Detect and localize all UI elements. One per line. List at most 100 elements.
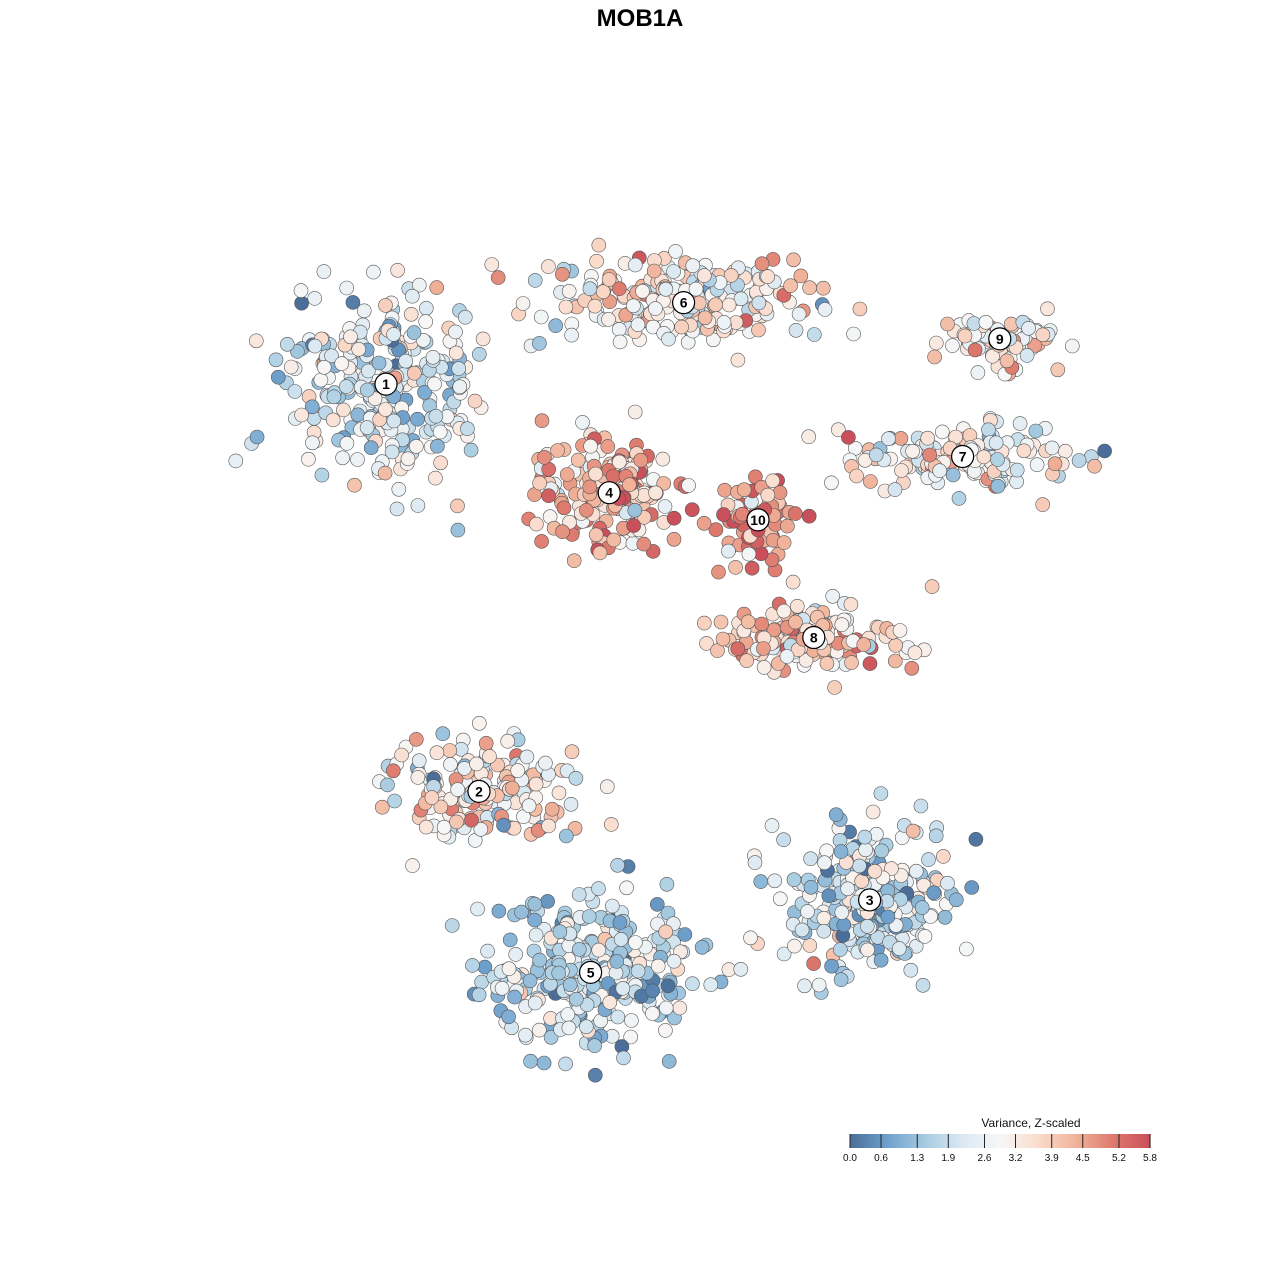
scatter-point-cluster-7 (1087, 458, 1102, 474)
scatter-point-cluster-2 (528, 776, 544, 792)
scatter-point-cluster-7 (988, 435, 1004, 451)
scatter-point-cluster-5 (523, 1053, 538, 1069)
scatter-point-cluster-3 (772, 891, 788, 907)
scatter-point-cluster-1 (404, 288, 420, 304)
scatter-point-cluster-5 (561, 1020, 577, 1036)
scatter-point-cluster-7 (830, 422, 846, 438)
scatter-point-cluster-4 (566, 553, 582, 569)
legend-color-segment (937, 1134, 941, 1148)
scatter-point-cluster-4 (592, 545, 608, 561)
legend-color-segment (967, 1134, 971, 1148)
scatter-point-cluster-3 (743, 930, 758, 946)
scatter-point-cluster-8 (789, 598, 805, 614)
cluster-label-badge (802, 625, 826, 650)
scatter-point-cluster-6 (527, 273, 543, 288)
scatter-point-cluster-5 (591, 881, 606, 896)
scatter-point-cluster-6 (612, 334, 628, 350)
scatter-point-cluster-10 (684, 502, 700, 518)
scatter-point-cluster-3 (914, 900, 930, 915)
cluster-label-8: 8 (802, 625, 826, 650)
scatter-point-cluster-2 (436, 819, 452, 835)
scatter-point-cluster-8 (740, 614, 756, 630)
scatter-point-cluster-4 (570, 452, 586, 468)
scatter-point-cluster-4 (541, 488, 556, 504)
scatter-point-cluster-5 (568, 991, 584, 1007)
scatter-point-cluster-7 (801, 429, 817, 445)
scatter-point-cluster-4 (636, 536, 652, 552)
scatter-point-cluster-5 (558, 1056, 573, 1072)
scatter-point-cluster-2 (450, 782, 466, 797)
scatter-point-cluster-5 (514, 904, 529, 920)
scatter-point-cluster-3 (786, 872, 802, 888)
scatter-point-cluster-5 (562, 977, 578, 993)
scatter-point-cluster-3 (873, 952, 889, 968)
scatter-point-cluster-1 (398, 353, 414, 369)
scatter-point-cluster-9 (928, 335, 944, 351)
legend-color-segment (1037, 1134, 1041, 1148)
scatter-point-cluster-2 (510, 763, 526, 778)
scatter-point-cluster-8 (819, 656, 835, 671)
scatter-point-cluster-4 (534, 413, 550, 429)
legend-color-segment (850, 1134, 854, 1148)
scatter-point-cluster-1 (347, 477, 362, 493)
scatter-point-cluster-5 (610, 1009, 626, 1025)
legend-color-segment (922, 1134, 926, 1148)
scatter-point-cluster-2 (538, 755, 553, 771)
scatter-point-cluster-8 (904, 660, 920, 676)
scatter-point-cluster-1 (326, 389, 342, 405)
scatter-point-cluster-6 (595, 284, 611, 300)
legend-color-segment (992, 1134, 996, 1148)
scatter-point-cluster-5 (661, 1054, 677, 1069)
scatter-point-cluster-6 (668, 244, 683, 259)
cluster-label-text: 2 (475, 783, 483, 799)
scatter-point-cluster-5 (494, 980, 510, 996)
legend-color-segment (1032, 1134, 1036, 1148)
scatter-point-cluster-3 (857, 829, 873, 845)
scatter-point-cluster-4 (666, 510, 682, 526)
scatter-point-cluster-2 (429, 745, 445, 761)
scatter-point-cluster-8 (739, 653, 755, 669)
scatter-point-cluster-2 (521, 798, 537, 814)
legend-tick-label: 3.2 (1009, 1153, 1023, 1164)
legend-color-segment (1100, 1134, 1104, 1148)
scatter-point-cluster-1 (290, 344, 305, 359)
cluster-label-badge (467, 779, 491, 803)
scatter-point-cluster-2 (449, 814, 464, 830)
cluster-label-badge (746, 508, 770, 532)
legend-color-segment (1045, 1134, 1049, 1148)
legend-color-segment (1110, 1134, 1114, 1148)
legend-tick-label: 2.6 (978, 1153, 992, 1164)
scatter-point-cluster-2 (500, 733, 516, 749)
legend-color-segment (1135, 1134, 1139, 1148)
cluster-label-text: 10 (750, 512, 766, 528)
scatter-point-cluster-3 (800, 904, 815, 919)
scatter-point-cluster-9 (985, 348, 1000, 364)
scatter-point-cluster-4 (633, 452, 649, 468)
cluster-label-text: 1 (382, 376, 390, 392)
scatter-point-cluster-6 (846, 326, 861, 342)
scatter-point-cluster-6 (533, 309, 549, 325)
scatter-point-cluster-10 (753, 546, 769, 562)
scatter-point-cluster-4 (575, 415, 590, 430)
scatter-point-cluster-1 (378, 402, 393, 417)
scatter-point-cluster-1 (270, 369, 286, 385)
legend-color-segment (865, 1134, 869, 1148)
scatter-point-cluster-8 (892, 623, 908, 638)
cluster-label-badge (597, 481, 621, 505)
scatter-point-cluster-8 (713, 614, 729, 630)
legend-color-segment (1137, 1134, 1141, 1148)
scatter-point-cluster-9 (978, 314, 994, 330)
scatter-point-cluster-1 (433, 455, 448, 471)
scatter-point-cluster-8 (834, 617, 850, 633)
scatter-point-cluster-3 (928, 828, 944, 844)
scatter-point-cluster-1 (313, 372, 329, 388)
scatter-point-cluster-6 (730, 352, 746, 368)
scatter-point-cluster-10 (776, 535, 792, 550)
legend-color-segment (1107, 1134, 1111, 1148)
scatter-point-cluster-1 (403, 306, 419, 322)
scatter-point-cluster-1 (343, 329, 358, 345)
scatter-point-cluster-6 (783, 278, 798, 294)
legend-color-segment (990, 1134, 994, 1148)
scatter-point-cluster-8 (856, 637, 872, 652)
